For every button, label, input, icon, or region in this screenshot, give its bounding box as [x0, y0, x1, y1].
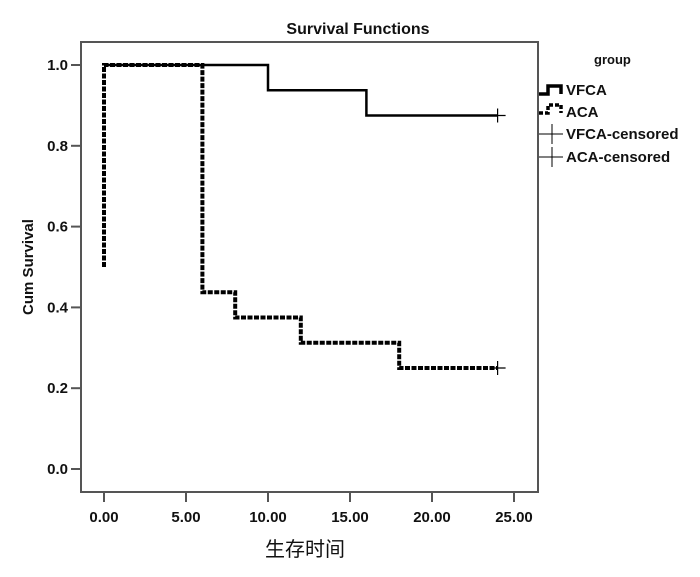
legend-vfca-censored-marker	[539, 124, 563, 144]
y-tick-label: 0.4	[47, 299, 69, 316]
series-line-vfca	[104, 63, 498, 117]
x-tick-label: 25.00	[495, 509, 533, 526]
legend: group VFCA ACA VFCA-censored ACA-censore…	[539, 52, 679, 167]
legend-aca-swatch	[539, 103, 563, 115]
y-tick-label: 0.8	[47, 138, 68, 155]
y-tick-label: 1.0	[47, 57, 68, 74]
x-tick-label: 0.00	[89, 509, 118, 526]
legend-label-aca: ACA	[566, 104, 599, 121]
legend-label-aca-censored: ACA-censored	[566, 149, 670, 166]
series-layer	[102, 63, 506, 375]
x-axis-label: 生存时间	[265, 537, 345, 561]
x-tick-label: 10.00	[249, 509, 287, 526]
y-tick-label: 0.0	[47, 461, 68, 478]
censored-marker-aca	[489, 361, 506, 375]
x-tick-label: 15.00	[331, 509, 369, 526]
legend-vfca-swatch	[539, 84, 563, 96]
censored-marker-vfca	[489, 108, 506, 123]
plot-frame	[80, 41, 539, 493]
y-tick-label: 0.6	[47, 219, 68, 236]
legend-aca-censored-marker	[539, 147, 563, 167]
chart-title: Survival Functions	[286, 21, 429, 38]
legend-label-vfca-censored: VFCA-censored	[566, 126, 679, 143]
y-axis: 0.0 0.2 0.4 0.6 0.8 1.0	[47, 57, 81, 478]
series-line-aca	[102, 63, 498, 370]
x-tick-label: 5.00	[171, 509, 200, 526]
y-axis-label: Cum Survival	[20, 219, 37, 315]
y-tick-label: 0.2	[47, 380, 68, 397]
legend-label-vfca: VFCA	[566, 82, 607, 99]
x-tick-label: 20.00	[413, 509, 451, 526]
legend-title: group	[594, 52, 631, 67]
x-axis: 0.00 5.00 10.00 15.00 20.00 25.00	[89, 492, 533, 526]
